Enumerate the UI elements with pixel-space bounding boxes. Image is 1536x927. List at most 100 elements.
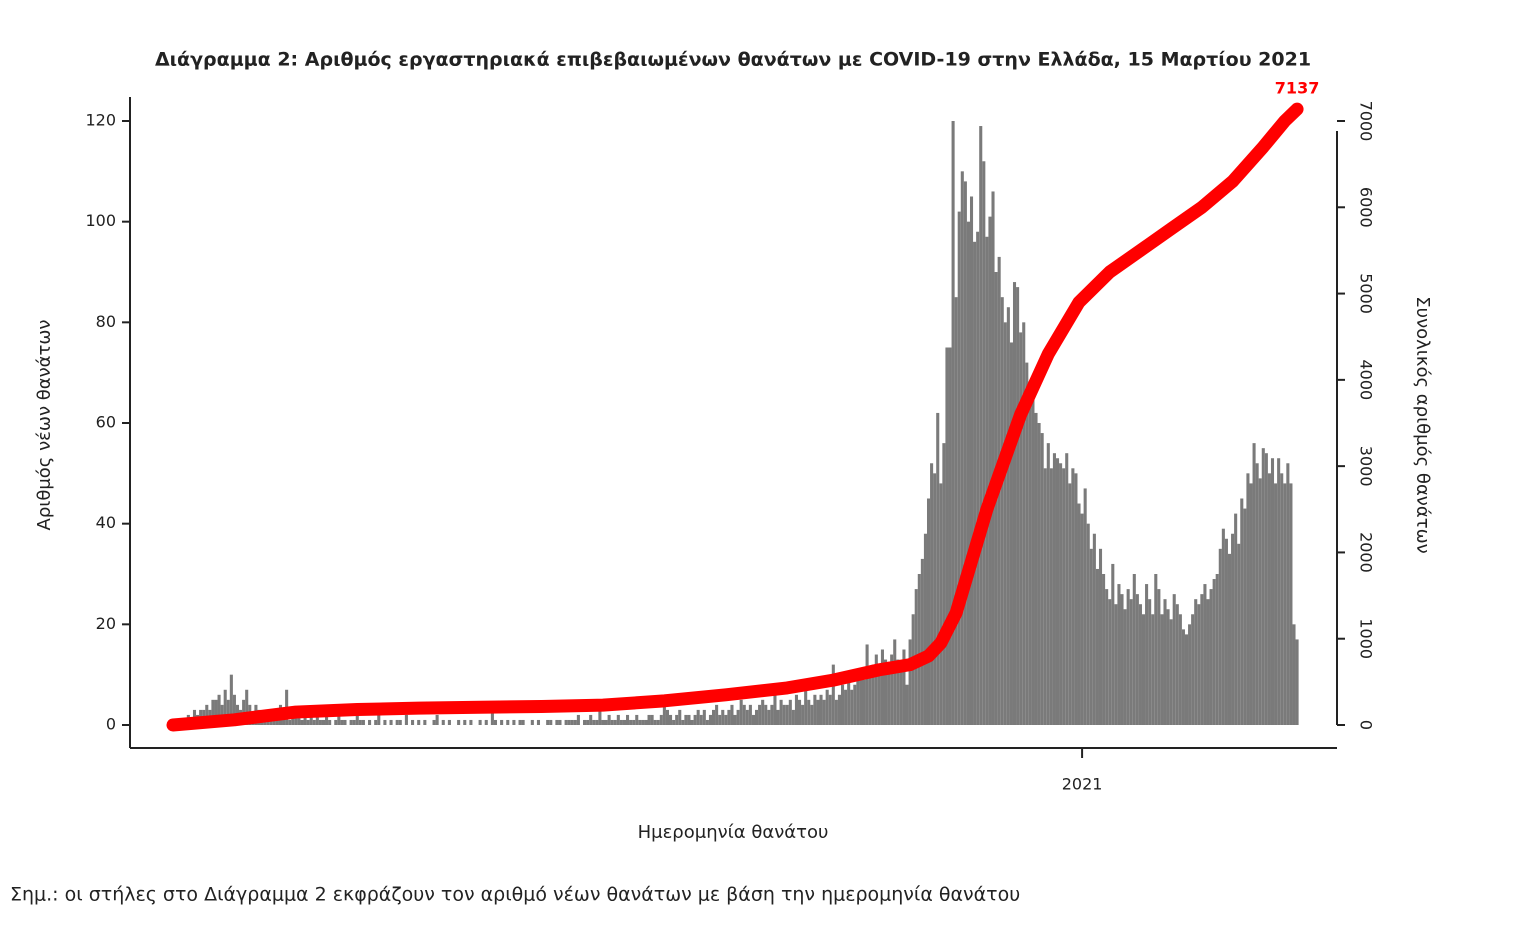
bar (1289, 483, 1293, 725)
bar (570, 719, 574, 725)
bar (782, 704, 786, 725)
bar (530, 719, 534, 725)
bar (536, 719, 541, 725)
bar (644, 719, 648, 725)
bar (951, 121, 955, 725)
bar (1194, 599, 1198, 725)
bar (1102, 574, 1106, 725)
bar (708, 714, 713, 725)
bar (447, 719, 451, 725)
bar (432, 719, 436, 725)
bar (1234, 513, 1238, 725)
bar (1025, 362, 1029, 725)
bar (822, 699, 826, 725)
bar (318, 719, 322, 725)
bar (877, 669, 881, 725)
bar (1034, 412, 1038, 725)
bar (1274, 483, 1278, 725)
bar (1206, 599, 1210, 725)
bar (665, 709, 670, 725)
bar (656, 719, 660, 725)
bar (340, 719, 344, 725)
bar (1031, 397, 1035, 725)
bar (619, 719, 623, 725)
bar (865, 644, 869, 725)
bar (355, 714, 359, 725)
bar (604, 719, 608, 725)
bar (288, 719, 292, 725)
bar (672, 719, 676, 725)
bar (1240, 498, 1244, 725)
bar (669, 714, 673, 725)
bar (1016, 287, 1020, 725)
bar (1022, 322, 1026, 725)
bar (650, 714, 654, 725)
bar (776, 709, 780, 725)
bar (834, 699, 838, 725)
bar (1098, 548, 1103, 725)
bar (1277, 458, 1281, 725)
bar (1040, 433, 1044, 725)
bar (693, 714, 697, 725)
bar (893, 639, 897, 725)
bar (758, 704, 762, 725)
x-tick-label: 2021 (1062, 775, 1103, 794)
bar (573, 719, 577, 725)
bar (635, 714, 639, 725)
bar (1292, 624, 1296, 725)
bar (1065, 453, 1069, 725)
bar (389, 719, 393, 725)
bar (751, 714, 755, 725)
bar (902, 649, 906, 725)
bar (1246, 473, 1250, 725)
bar (1154, 574, 1158, 725)
bar (1264, 453, 1268, 725)
y-tick-label: 100 (85, 211, 116, 230)
bar (923, 533, 927, 725)
bar (926, 498, 931, 725)
bar (819, 694, 823, 725)
bar (1046, 443, 1050, 725)
bar (1105, 589, 1109, 725)
bar (417, 719, 421, 725)
bar (374, 719, 378, 725)
bar (1160, 614, 1164, 725)
bar (1163, 599, 1167, 725)
bar (1151, 614, 1155, 725)
bar (583, 719, 587, 725)
bar (546, 719, 550, 725)
bar (678, 709, 682, 725)
bar (1221, 528, 1225, 725)
bar (1178, 614, 1182, 725)
chart-title: Διάγραμμα 2: Αριθμός εργαστηριακά επιβεβ… (155, 49, 1311, 71)
bar (1108, 599, 1112, 725)
bar (718, 714, 722, 725)
bar (727, 709, 731, 725)
bar (807, 699, 811, 725)
bar (1148, 599, 1152, 725)
bar (1095, 568, 1099, 725)
bar (1138, 604, 1142, 725)
bar (868, 674, 872, 725)
bar (982, 161, 986, 725)
bar (724, 714, 728, 725)
bar (690, 719, 694, 725)
bar (837, 694, 841, 725)
bar (699, 714, 703, 725)
bar (1209, 589, 1213, 725)
bar (512, 719, 516, 725)
y-tick-label: 60 (96, 413, 116, 432)
bar (294, 714, 298, 725)
bar (1141, 614, 1146, 725)
bar (954, 297, 958, 725)
bar (478, 719, 482, 725)
bar (404, 714, 408, 725)
y2-tick-label: 0 (1357, 720, 1376, 730)
bar (1280, 473, 1284, 725)
bar (883, 659, 888, 725)
cumulative-line (166, 102, 1304, 732)
bar (361, 719, 365, 725)
bar (908, 639, 912, 725)
bar (1077, 503, 1081, 725)
bar (312, 719, 316, 725)
